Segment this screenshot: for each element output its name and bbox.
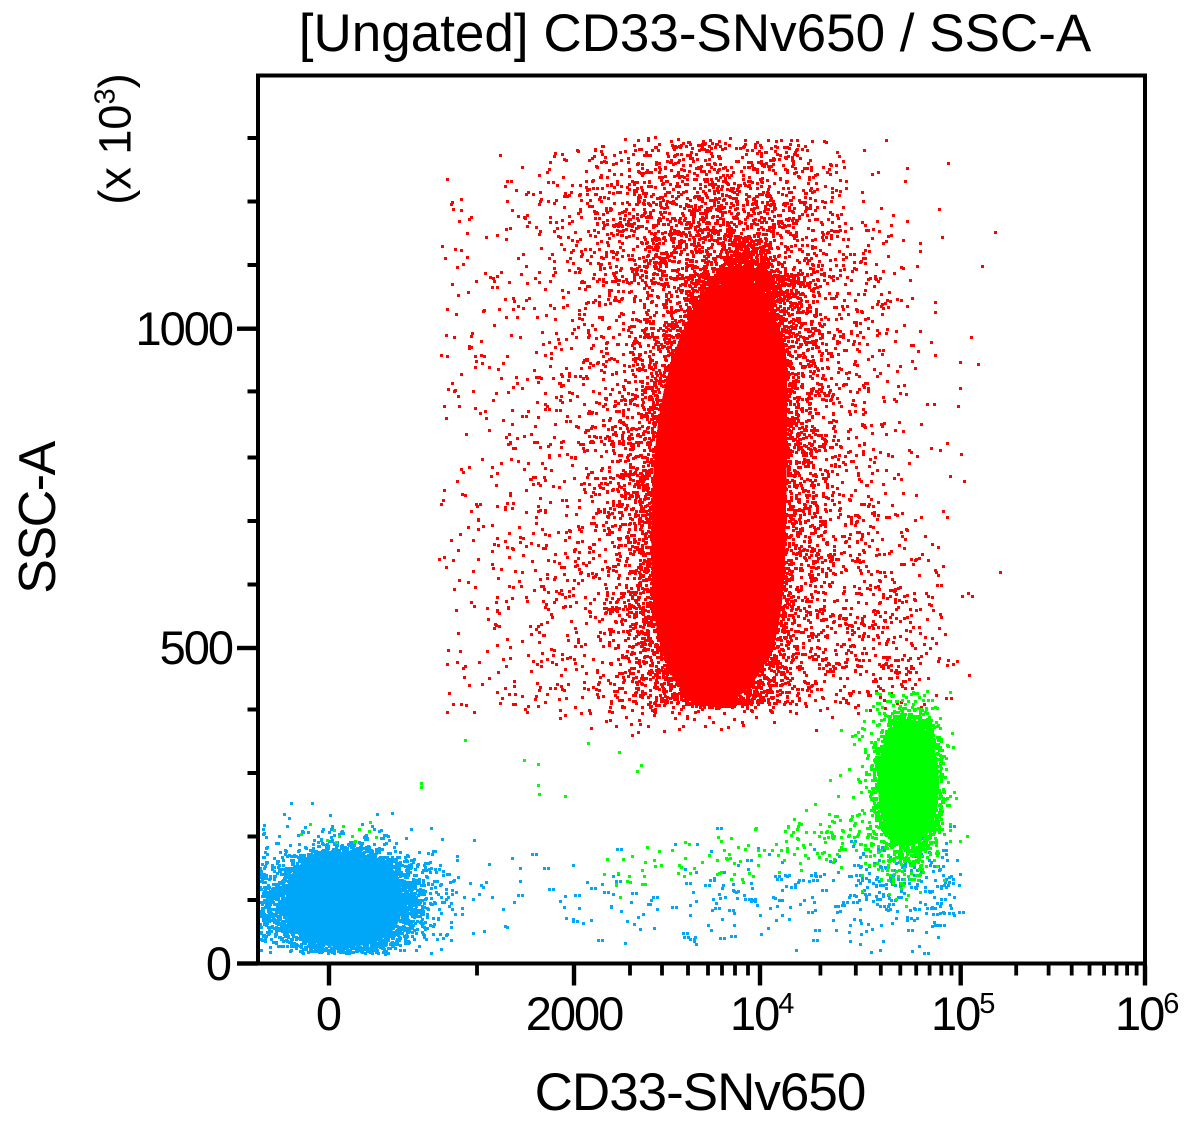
svg-text:CD33-SNv650: CD33-SNv650 bbox=[535, 1063, 866, 1122]
svg-text:1000: 1000 bbox=[135, 302, 232, 355]
svg-text:500: 500 bbox=[160, 621, 233, 674]
svg-text:SSC-A: SSC-A bbox=[9, 440, 67, 593]
svg-text:0: 0 bbox=[316, 987, 342, 1040]
svg-text:2000: 2000 bbox=[526, 987, 623, 1040]
svg-text:0: 0 bbox=[206, 937, 232, 990]
svg-text:[Ungated] CD33-SNv650 / SSC-A: [Ungated] CD33-SNv650 / SSC-A bbox=[299, 4, 1092, 63]
